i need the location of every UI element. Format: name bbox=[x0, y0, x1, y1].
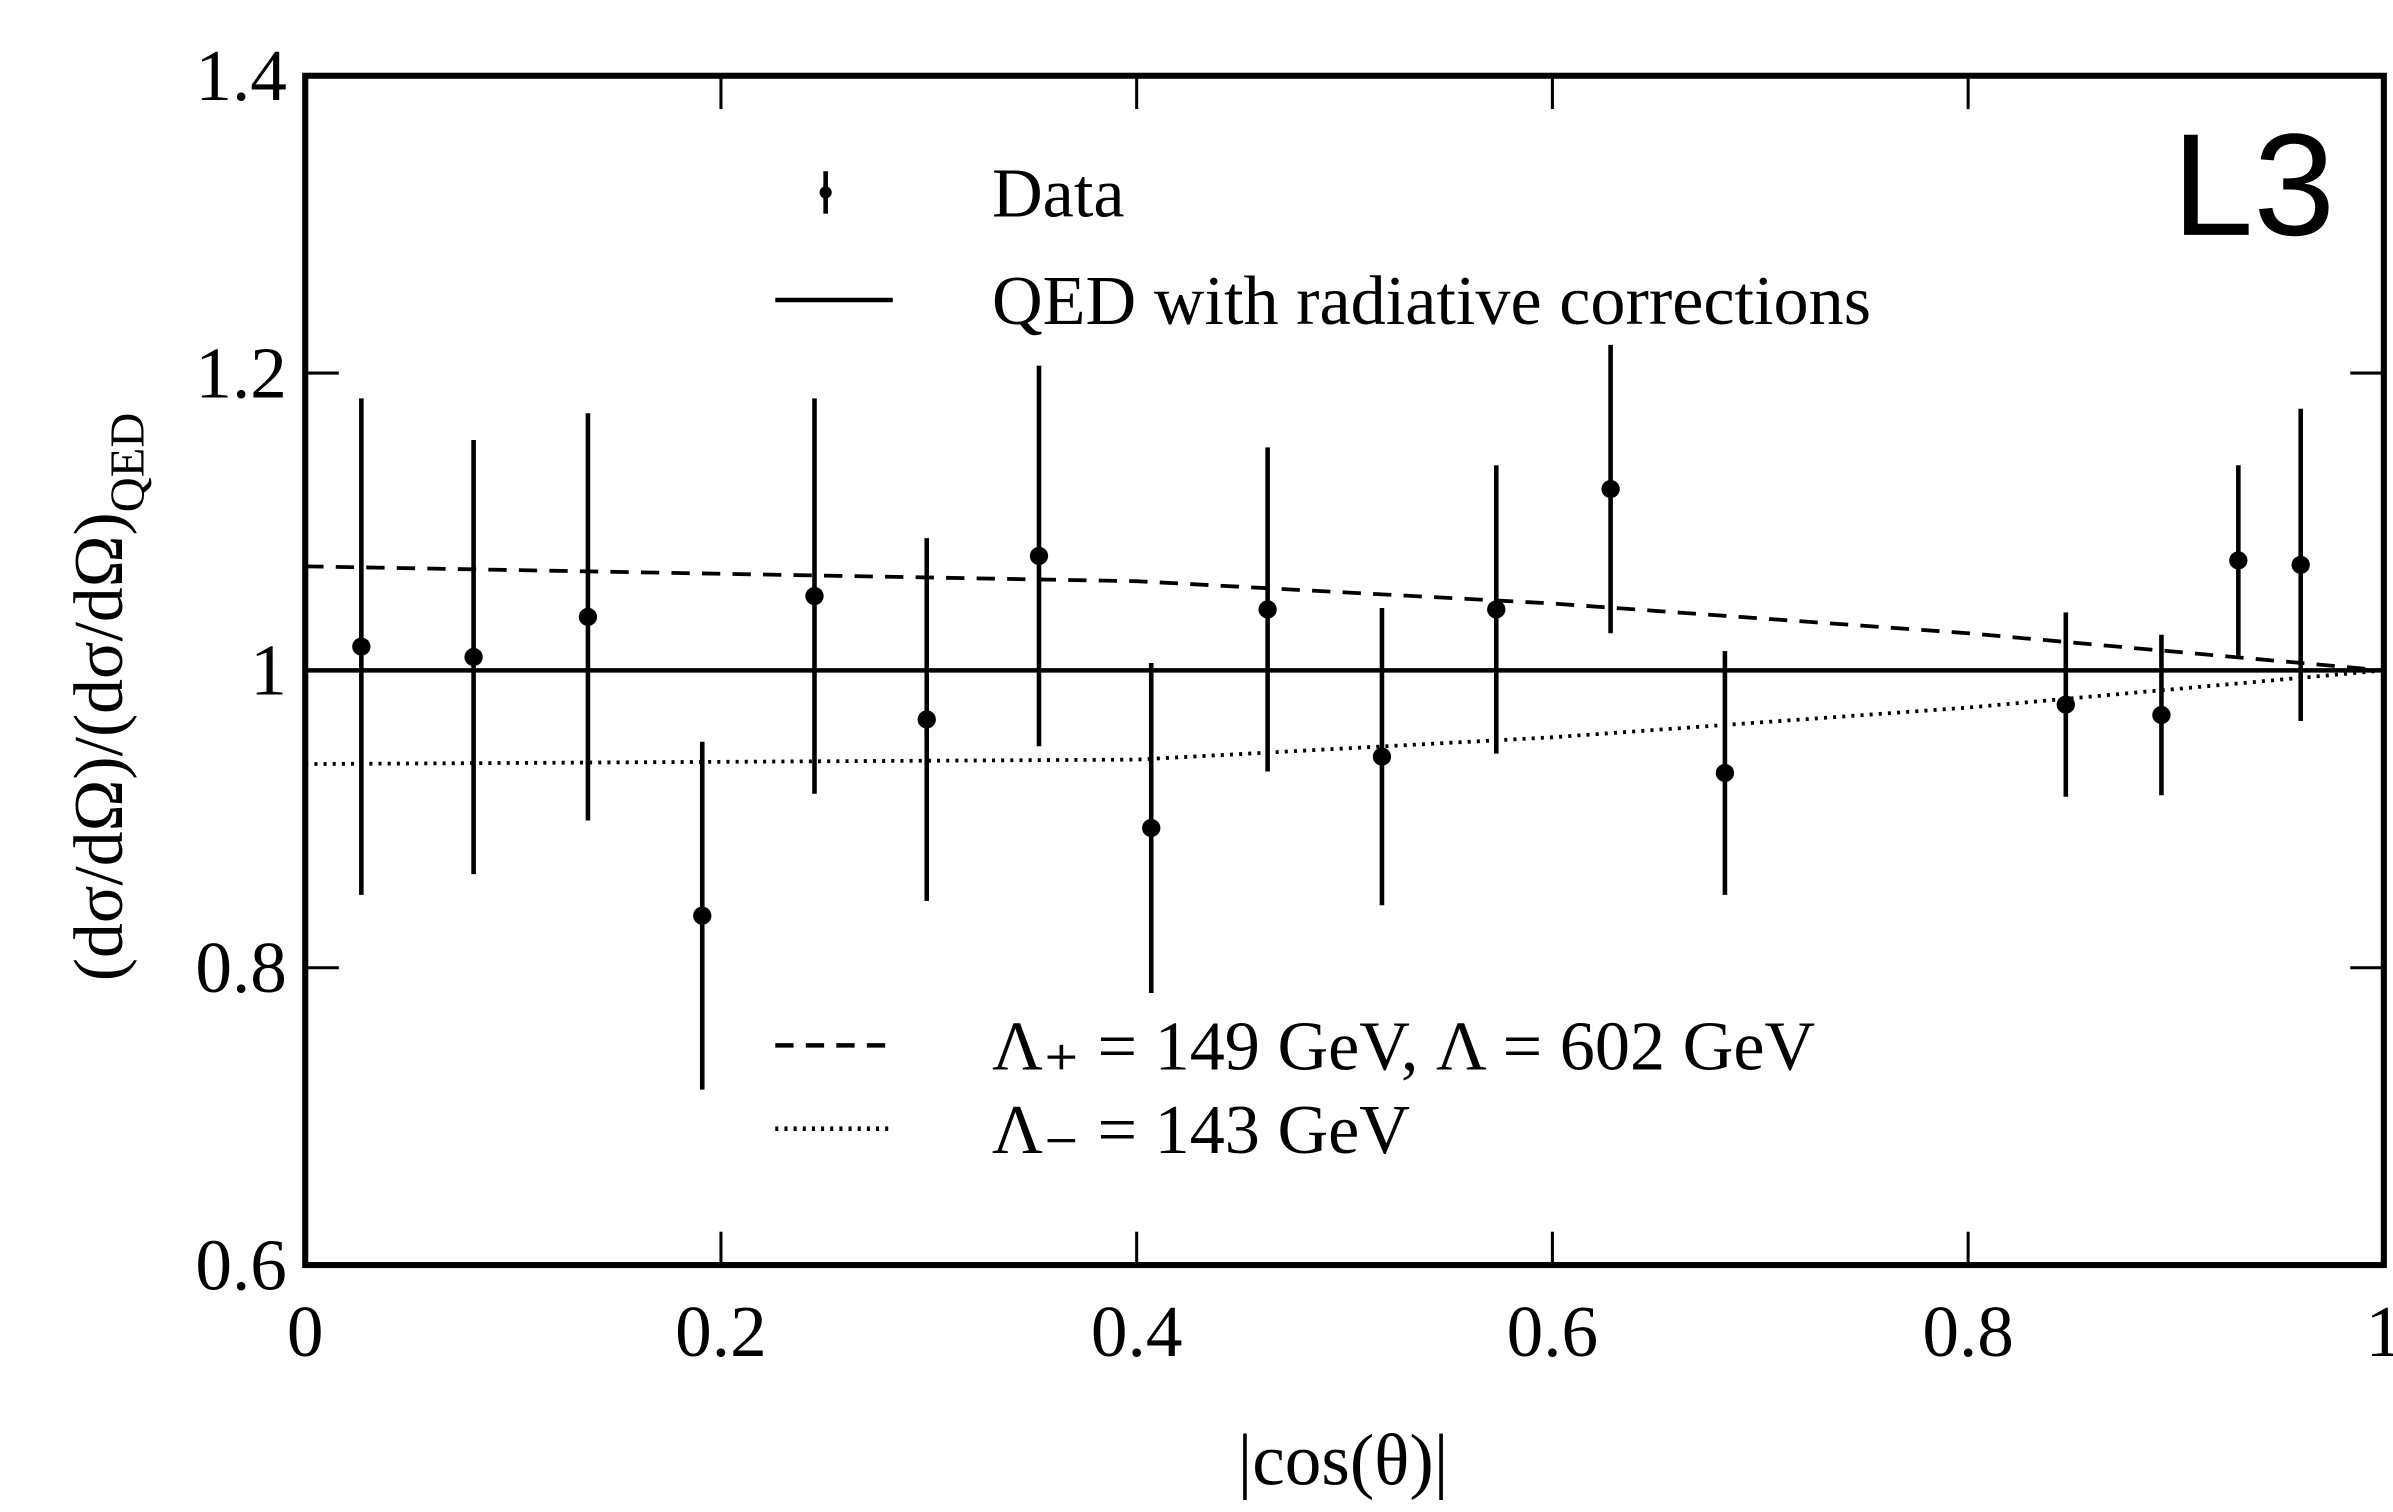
data-point bbox=[1029, 546, 1049, 566]
data-point bbox=[1601, 479, 1620, 499]
experiment-label: L3 bbox=[2172, 103, 2335, 265]
y-tick-label: 0.8 bbox=[195, 927, 287, 1008]
data-point bbox=[2056, 695, 2075, 714]
y-axis-label-sub: QED bbox=[100, 413, 154, 513]
data-point bbox=[693, 906, 712, 925]
data-point bbox=[2229, 551, 2248, 570]
data-point bbox=[2291, 555, 2310, 574]
y-tick-label: 1.2 bbox=[195, 333, 287, 414]
data-point bbox=[578, 607, 598, 626]
data-point bbox=[805, 586, 824, 606]
x-tick-label: 0.2 bbox=[675, 1291, 767, 1372]
x-tick-label: 0.8 bbox=[1922, 1291, 2014, 1372]
legend-symbol bbox=[819, 186, 832, 199]
y-tick-label: 1 bbox=[250, 630, 287, 711]
curve bbox=[305, 668, 2385, 766]
x-tick-label: 0 bbox=[287, 1291, 324, 1372]
data-point bbox=[1142, 818, 1161, 838]
legend-label: QED with radiative corrections bbox=[992, 263, 1871, 340]
data-point bbox=[352, 637, 371, 656]
x-axis-label: |cos(θ)| bbox=[1238, 1420, 1449, 1501]
y-tick-label: 0.6 bbox=[195, 1225, 287, 1306]
y-tick-label: 1.4 bbox=[195, 35, 287, 116]
data-point bbox=[1715, 763, 1735, 783]
y-axis-label: (dσ/dΩ)/(dσ/dΩ)QED bbox=[61, 413, 155, 982]
y-axis-label-main: (dσ/dΩ)/(dσ/dΩ) bbox=[61, 512, 138, 981]
data-point bbox=[1372, 747, 1392, 766]
data-point bbox=[464, 647, 483, 667]
x-tick-label: 0.6 bbox=[1507, 1291, 1599, 1372]
x-tick-label: 0.4 bbox=[1091, 1291, 1183, 1372]
data-point bbox=[1487, 600, 1506, 619]
legend-label: Λ₋ = 143 GeV bbox=[992, 1092, 1410, 1169]
legend-label: Data bbox=[992, 156, 1125, 233]
x-tick-label: 1 bbox=[2366, 1291, 2393, 1372]
legend-label: Λ₊ = 149 GeV, Λ = 602 GeV bbox=[992, 1009, 1815, 1086]
curve bbox=[305, 564, 2385, 673]
data-point bbox=[2152, 705, 2171, 725]
data-point bbox=[1258, 600, 1277, 619]
data-point bbox=[917, 710, 936, 729]
